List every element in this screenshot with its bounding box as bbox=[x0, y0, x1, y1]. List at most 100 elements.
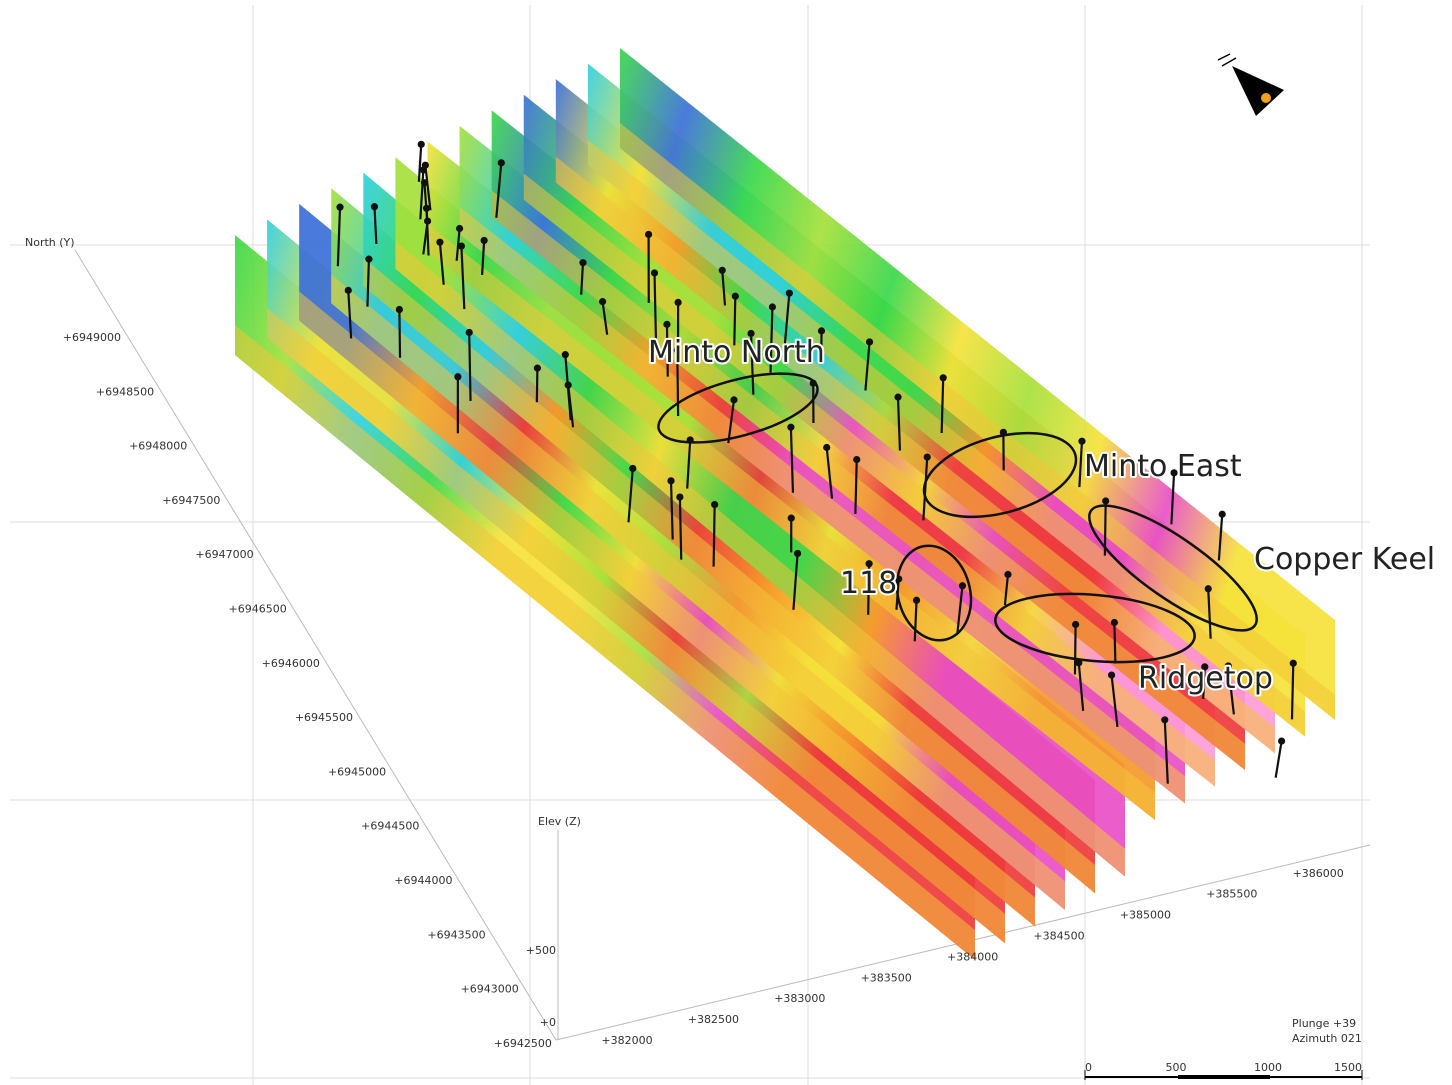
north-tick-label: +6945500 bbox=[295, 711, 353, 724]
drillhole-collar bbox=[1204, 585, 1212, 593]
drillhole-collar bbox=[793, 549, 802, 558]
drillhole-collar bbox=[650, 269, 659, 277]
drillhole bbox=[825, 447, 834, 499]
drillhole-collar bbox=[730, 396, 738, 404]
east-tick-label: +382500 bbox=[688, 1013, 739, 1026]
drillhole bbox=[896, 397, 902, 451]
target-outline bbox=[922, 431, 1078, 519]
drillhole bbox=[678, 497, 683, 560]
east-tick-label: +382000 bbox=[601, 1034, 652, 1047]
scale-bar: 0 500 1000 1500 bbox=[1084, 1061, 1363, 1080]
drillhole-collar bbox=[1075, 659, 1083, 667]
drillhole-collar bbox=[457, 242, 465, 250]
section-bottom bbox=[587, 139, 1305, 737]
drillhole-collar bbox=[1102, 497, 1110, 505]
drillhole bbox=[455, 228, 461, 261]
north-tick-label: +6944500 bbox=[361, 820, 419, 833]
drillhole-collar bbox=[718, 266, 726, 274]
drillhole-collar bbox=[1289, 659, 1297, 667]
drillhole-collar bbox=[865, 338, 874, 346]
drillhole bbox=[940, 377, 945, 434]
north-tick-label: +6947500 bbox=[162, 494, 220, 507]
drillhole-collar bbox=[747, 329, 755, 338]
drillhole bbox=[1202, 666, 1206, 699]
drillhole-collar bbox=[423, 217, 432, 225]
target-label: Minto East bbox=[1084, 449, 1242, 484]
drillhole bbox=[769, 306, 774, 373]
drillhole-collar bbox=[1218, 510, 1226, 518]
north-tick-label: +6946500 bbox=[229, 603, 287, 616]
section-bottom bbox=[459, 207, 1185, 804]
east-tick-label: +385500 bbox=[1206, 888, 1257, 901]
drillhole-collar bbox=[1110, 618, 1118, 627]
drillhole-collar bbox=[663, 320, 671, 328]
drillhole-collar bbox=[598, 298, 607, 306]
drillhole bbox=[789, 427, 795, 493]
drillhole-collar bbox=[417, 140, 425, 148]
drillhole bbox=[1077, 662, 1085, 711]
labels: +6949000 +6948500 +6948000 +6947500 +6947000… bbox=[63, 331, 1437, 1050]
drillhole bbox=[417, 144, 423, 182]
drillhole bbox=[419, 169, 425, 220]
target-label: Minto North bbox=[648, 335, 825, 370]
drillhole-collar bbox=[561, 351, 569, 359]
north-tick-label: +6943000 bbox=[461, 983, 519, 996]
drillhole bbox=[792, 553, 799, 610]
drillhole bbox=[424, 165, 432, 211]
drillhole-collar bbox=[939, 374, 947, 382]
drillhole bbox=[1113, 622, 1117, 664]
drillhole-collar bbox=[365, 255, 373, 263]
north-tick-label: +6946000 bbox=[262, 657, 320, 670]
drillhole bbox=[749, 333, 755, 395]
drillhole-collar bbox=[958, 582, 967, 590]
drillhole-collar bbox=[894, 393, 902, 401]
drillhole bbox=[1003, 574, 1010, 606]
arrow-head bbox=[1232, 66, 1284, 116]
drillhole bbox=[564, 354, 572, 421]
drillhole-collar bbox=[579, 259, 587, 267]
drillhole-collar bbox=[456, 224, 464, 233]
drillhole-collar bbox=[823, 443, 831, 452]
drillhole-collar bbox=[912, 596, 921, 604]
north-tick-label: +6948000 bbox=[129, 440, 187, 453]
drillhole-collar bbox=[454, 373, 462, 381]
target-outline bbox=[1088, 504, 1258, 632]
drillhole-collar bbox=[395, 305, 403, 314]
plunge: Plunge +39 bbox=[1292, 1017, 1356, 1030]
north-tick-label: +6947000 bbox=[195, 548, 253, 561]
drillhole-collar bbox=[629, 464, 637, 473]
drillhole-collar bbox=[497, 159, 505, 167]
drillhole-collar bbox=[923, 453, 931, 461]
drillhole-collar bbox=[1201, 663, 1209, 671]
drillhole-collar bbox=[787, 514, 795, 522]
drillhole-collar bbox=[1161, 716, 1169, 724]
drillhole-collar bbox=[1224, 662, 1232, 670]
drillhole bbox=[480, 240, 486, 276]
target-label: 118 bbox=[840, 566, 897, 601]
drillhole bbox=[712, 504, 716, 567]
target-label: Ridgetop bbox=[1138, 661, 1273, 696]
arrow-n bbox=[1217, 53, 1237, 67]
drillhole-collar bbox=[1078, 437, 1086, 445]
drillhole-collar bbox=[344, 286, 352, 294]
drillhole bbox=[535, 368, 539, 403]
north-tick-label: +6944000 bbox=[394, 874, 452, 887]
drillhole-collar bbox=[1004, 570, 1012, 579]
drillhole bbox=[468, 332, 472, 401]
drillhole bbox=[601, 301, 609, 335]
section-bottom bbox=[491, 190, 1216, 787]
drillhole-collar bbox=[533, 364, 542, 372]
drillhole bbox=[686, 439, 692, 489]
drillhole bbox=[665, 324, 669, 377]
drillhole bbox=[627, 468, 634, 523]
drillhole-collar bbox=[817, 327, 826, 335]
drillhole-collar bbox=[336, 203, 344, 211]
drillhole-collar bbox=[644, 230, 653, 239]
east-tick-label: +384000 bbox=[947, 950, 998, 963]
scale-segment bbox=[1178, 1075, 1270, 1079]
north-tick-label: +6949000 bbox=[63, 331, 121, 344]
drillhole-collar bbox=[370, 203, 379, 211]
section-bottom bbox=[523, 173, 1245, 770]
drillhole-collar bbox=[436, 238, 444, 246]
